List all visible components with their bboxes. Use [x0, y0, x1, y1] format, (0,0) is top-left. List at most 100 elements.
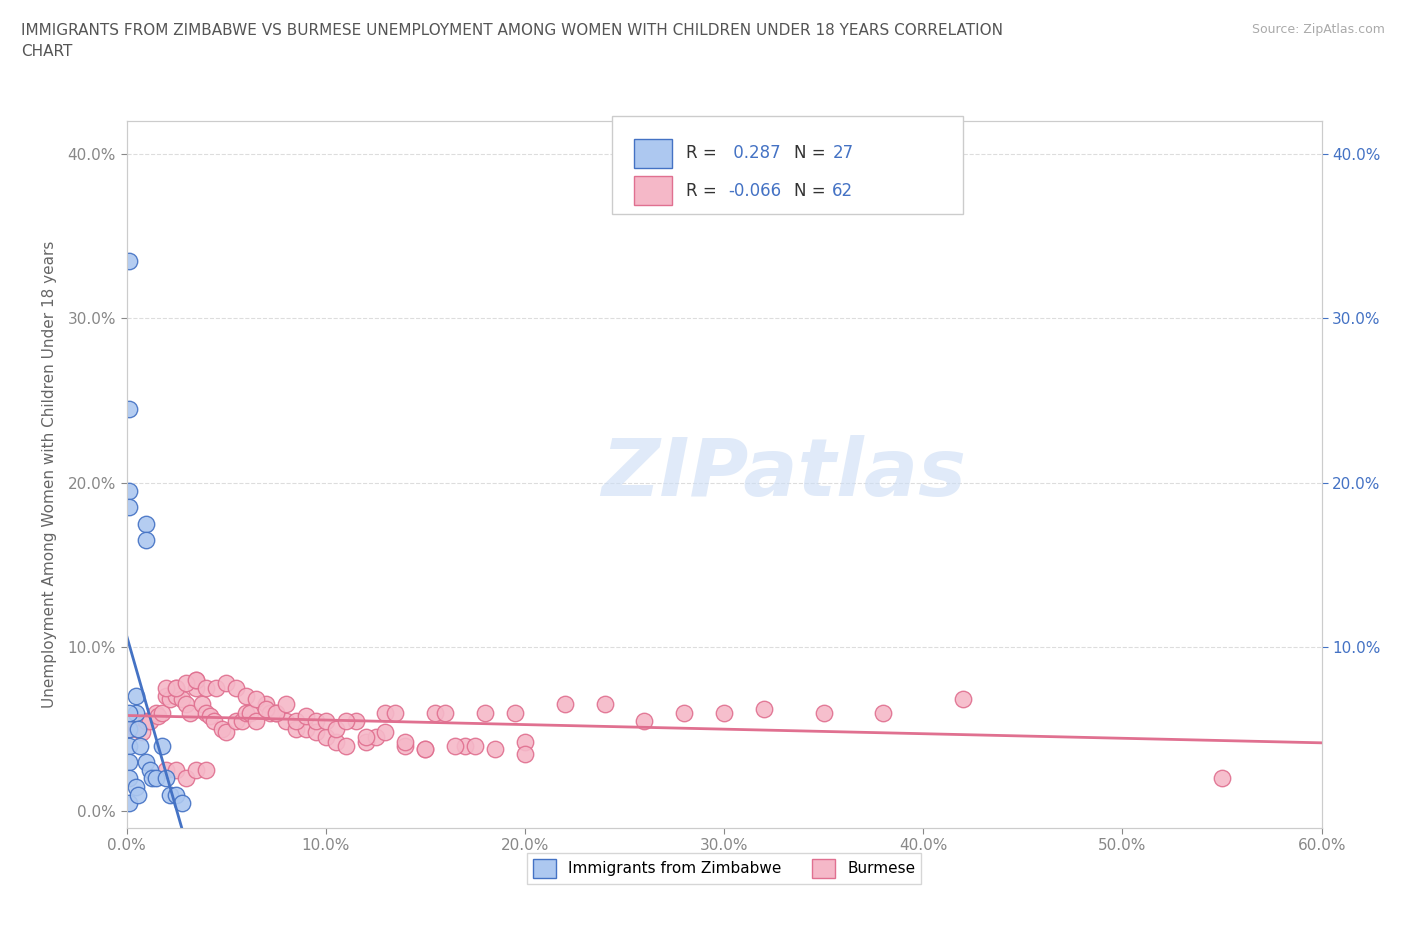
- Point: [150, 705, 174, 720]
- Legend: Immigrants from Zimbabwe, Burmese: Immigrants from Zimbabwe, Burmese: [527, 853, 921, 884]
- Text: ZIPatlas: ZIPatlas: [602, 435, 966, 513]
- Point: [125, 705, 148, 720]
- Text: N =: N =: [794, 181, 831, 200]
- Point: [474, 705, 496, 720]
- Point: [125, 779, 148, 794]
- Point: [444, 738, 467, 753]
- Point: [294, 722, 316, 737]
- Point: [513, 735, 536, 750]
- Point: [195, 763, 218, 777]
- Point: [484, 741, 506, 756]
- Point: [274, 697, 297, 711]
- Point: [179, 705, 201, 720]
- Point: [159, 692, 181, 707]
- Point: [245, 692, 267, 707]
- Point: [117, 705, 139, 720]
- Point: [117, 484, 139, 498]
- Point: [200, 709, 222, 724]
- Point: [315, 730, 337, 745]
- Point: [117, 722, 139, 737]
- Point: [813, 705, 835, 720]
- Point: [165, 763, 187, 777]
- Point: [354, 735, 377, 750]
- Point: [1211, 771, 1233, 786]
- Point: [117, 738, 139, 753]
- Point: [174, 675, 197, 690]
- Point: [155, 681, 177, 696]
- Point: [139, 713, 162, 728]
- Point: [155, 763, 177, 777]
- Point: [165, 689, 187, 704]
- Point: [191, 697, 214, 711]
- Point: [165, 788, 187, 803]
- Point: [259, 705, 281, 720]
- Point: [117, 253, 139, 268]
- Point: [186, 672, 208, 687]
- Point: [117, 401, 139, 416]
- Point: [305, 713, 328, 728]
- Point: [284, 722, 307, 737]
- Point: [165, 681, 187, 696]
- Point: [325, 735, 347, 750]
- Point: [125, 689, 148, 704]
- Point: [186, 763, 208, 777]
- Point: [264, 705, 287, 720]
- Text: 62: 62: [832, 181, 853, 200]
- Point: [254, 702, 277, 717]
- Point: [752, 702, 775, 717]
- Point: [235, 689, 257, 704]
- Text: N =: N =: [794, 144, 831, 163]
- Point: [235, 705, 257, 720]
- Text: R =: R =: [686, 144, 723, 163]
- Point: [172, 692, 194, 707]
- Point: [264, 705, 287, 720]
- Point: [195, 705, 218, 720]
- Point: [673, 705, 696, 720]
- Y-axis label: Unemployment Among Women with Children Under 18 years: Unemployment Among Women with Children U…: [42, 241, 56, 708]
- Point: [155, 771, 177, 786]
- Point: [364, 730, 387, 745]
- Point: [117, 795, 139, 810]
- Point: [141, 771, 163, 786]
- Point: [125, 722, 148, 737]
- Point: [205, 681, 228, 696]
- Point: [129, 738, 152, 753]
- Point: [117, 754, 139, 769]
- Point: [305, 724, 328, 739]
- Point: [139, 763, 162, 777]
- Point: [148, 709, 170, 724]
- Point: [202, 713, 225, 728]
- Point: [394, 738, 416, 753]
- Point: [374, 724, 396, 739]
- Point: [503, 705, 526, 720]
- Text: 0.287: 0.287: [728, 144, 780, 163]
- Text: -0.066: -0.066: [728, 181, 782, 200]
- Point: [174, 771, 197, 786]
- Point: [335, 738, 357, 753]
- Text: IMMIGRANTS FROM ZIMBABWE VS BURMESE UNEMPLOYMENT AMONG WOMEN WITH CHILDREN UNDER: IMMIGRANTS FROM ZIMBABWE VS BURMESE UNEM…: [21, 23, 1002, 60]
- Point: [593, 697, 616, 711]
- Point: [186, 672, 208, 687]
- Point: [127, 788, 149, 803]
- Point: [633, 713, 655, 728]
- Point: [117, 499, 139, 514]
- Point: [225, 681, 247, 696]
- Point: [274, 713, 297, 728]
- Point: [513, 746, 536, 761]
- Point: [239, 705, 262, 720]
- Point: [413, 741, 436, 756]
- Point: [554, 697, 576, 711]
- Point: [186, 681, 208, 696]
- Point: [231, 713, 253, 728]
- Point: [159, 788, 181, 803]
- Point: [155, 689, 177, 704]
- Point: [135, 754, 157, 769]
- Point: [150, 738, 174, 753]
- Point: [464, 738, 486, 753]
- Point: [872, 705, 894, 720]
- Point: [117, 722, 139, 737]
- Point: [225, 713, 247, 728]
- Point: [434, 705, 457, 720]
- Text: 27: 27: [832, 144, 853, 163]
- Point: [145, 705, 167, 720]
